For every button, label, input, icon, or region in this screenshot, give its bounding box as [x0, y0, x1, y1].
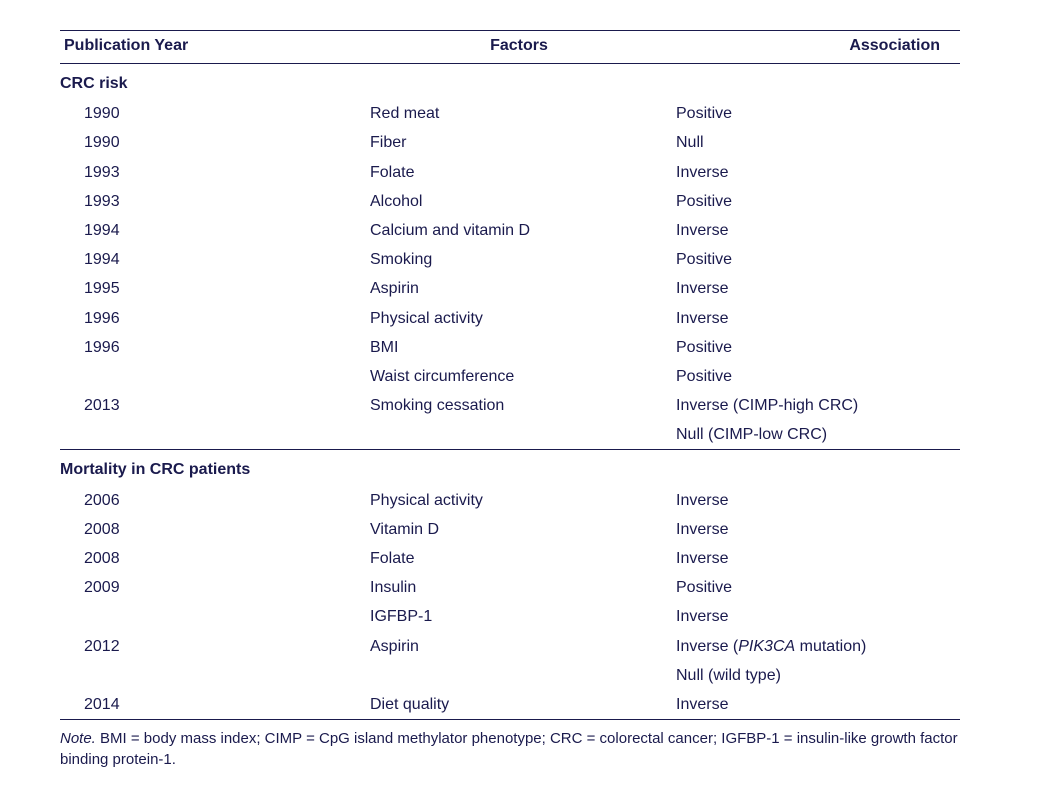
table-row: 1995AspirinInverse [60, 274, 960, 303]
cell-association: Inverse [672, 690, 960, 719]
cell-year: 2006 [60, 486, 366, 515]
table-row: 1993FolateInverse [60, 158, 960, 187]
cell-factor: Smoking cessation [366, 391, 672, 420]
cell-association: Inverse [672, 274, 960, 303]
table-row: IGFBP-1Inverse [60, 602, 960, 631]
table-row: Null (CIMP-low CRC) [60, 420, 960, 450]
cell-association: Inverse [672, 544, 960, 573]
cell-association: Inverse [672, 602, 960, 631]
cell-year: 2009 [60, 573, 366, 602]
col-header-factor: Factors [366, 31, 672, 64]
table-footnote: Note. BMI = body mass index; CIMP = CpG … [60, 728, 960, 770]
cell-association: Null [672, 128, 960, 157]
cell-association: Null (wild type) [672, 661, 960, 690]
table-row: 2009InsulinPositive [60, 573, 960, 602]
cell-association: Inverse (CIMP-high CRC) [672, 391, 960, 420]
section-title: CRC risk [60, 64, 960, 100]
cell-year: 1996 [60, 333, 366, 362]
cell-association: Positive [672, 333, 960, 362]
cell-factor: Aspirin [366, 274, 672, 303]
cell-factor: IGFBP-1 [366, 602, 672, 631]
table-row: 1990FiberNull [60, 128, 960, 157]
cell-factor: Fiber [366, 128, 672, 157]
table-row: Waist circumferencePositive [60, 362, 960, 391]
table-row: 2008Vitamin DInverse [60, 515, 960, 544]
footnote-text: BMI = body mass index; CIMP = CpG island… [60, 730, 958, 768]
cell-association: Positive [672, 99, 960, 128]
cell-year: 2008 [60, 544, 366, 573]
cell-year: 1995 [60, 274, 366, 303]
col-header-assoc: Association [672, 31, 960, 64]
cell-year: 1993 [60, 158, 366, 187]
table-row: 2013Smoking cessationInverse (CIMP-high … [60, 391, 960, 420]
cell-factor: Folate [366, 158, 672, 187]
cell-year: 2014 [60, 690, 366, 719]
cell-association: Positive [672, 245, 960, 274]
cell-factor: Physical activity [366, 486, 672, 515]
table-row: 2008FolateInverse [60, 544, 960, 573]
table-row: 1994Calcium and vitamin DInverse [60, 216, 960, 245]
footnote-label: Note. [60, 730, 96, 747]
cell-year [60, 602, 366, 631]
table-row: 1993AlcoholPositive [60, 187, 960, 216]
cell-association: Null (CIMP-low CRC) [672, 420, 960, 450]
section-header: Mortality in CRC patients [60, 450, 960, 485]
cell-association: Positive [672, 187, 960, 216]
cell-factor: Aspirin [366, 632, 672, 661]
col-header-year: Publication Year [60, 31, 366, 64]
cell-factor: Insulin [366, 573, 672, 602]
cell-association: Inverse [672, 304, 960, 333]
cell-year: 2013 [60, 391, 366, 420]
section-title: Mortality in CRC patients [60, 450, 960, 485]
cell-year: 1993 [60, 187, 366, 216]
table-row: 1996BMIPositive [60, 333, 960, 362]
cell-factor: Physical activity [366, 304, 672, 333]
table-row: Null (wild type) [60, 661, 960, 690]
cell-year: 1994 [60, 216, 366, 245]
table-row: 1990Red meatPositive [60, 99, 960, 128]
cell-factor: Vitamin D [366, 515, 672, 544]
cell-year: 1990 [60, 128, 366, 157]
table-row: 1996Physical activityInverse [60, 304, 960, 333]
cell-association: Inverse [672, 216, 960, 245]
cell-year: 1996 [60, 304, 366, 333]
table-row: 2006Physical activityInverse [60, 486, 960, 515]
crc-factors-table: Publication Year Factors Association CRC… [60, 30, 960, 720]
cell-factor: Red meat [366, 99, 672, 128]
cell-association: Inverse [672, 158, 960, 187]
cell-year: 2012 [60, 632, 366, 661]
cell-factor: Waist circumference [366, 362, 672, 391]
cell-factor: Smoking [366, 245, 672, 274]
cell-factor: Diet quality [366, 690, 672, 719]
cell-year: 1990 [60, 99, 366, 128]
cell-association: Positive [672, 362, 960, 391]
cell-year [60, 661, 366, 690]
cell-factor: Alcohol [366, 187, 672, 216]
cell-factor: BMI [366, 333, 672, 362]
cell-association: Positive [672, 573, 960, 602]
section-header: CRC risk [60, 64, 960, 100]
cell-factor [366, 420, 672, 450]
table-row: 2012AspirinInverse (PIK3CA mutation) [60, 632, 960, 661]
cell-association: Inverse [672, 486, 960, 515]
table-row: 1994SmokingPositive [60, 245, 960, 274]
crc-factors-table-wrap: Publication Year Factors Association CRC… [60, 30, 960, 720]
cell-factor [366, 661, 672, 690]
table-body: CRC risk1990Red meatPositive1990FiberNul… [60, 64, 960, 720]
table-row: 2014Diet qualityInverse [60, 690, 960, 719]
cell-association: Inverse [672, 515, 960, 544]
cell-year [60, 420, 366, 450]
cell-year: 1994 [60, 245, 366, 274]
cell-factor: Folate [366, 544, 672, 573]
cell-year [60, 362, 366, 391]
cell-factor: Calcium and vitamin D [366, 216, 672, 245]
cell-year: 2008 [60, 515, 366, 544]
cell-association: Inverse (PIK3CA mutation) [672, 632, 960, 661]
